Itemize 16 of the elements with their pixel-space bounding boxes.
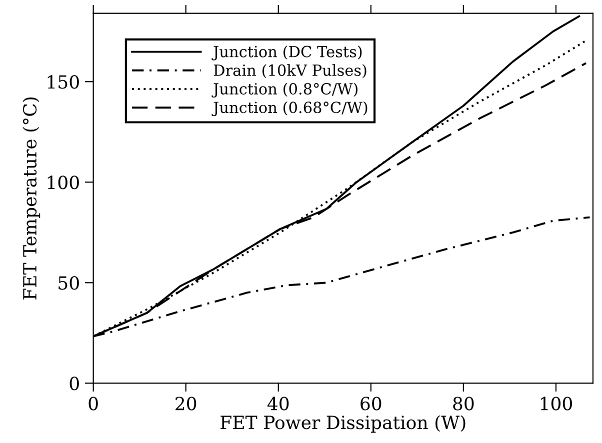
legend-label: Junction (0.68°C/W) xyxy=(212,101,368,116)
y-tick-label: 100 xyxy=(48,176,79,190)
x-tick-label: 60 xyxy=(360,396,382,410)
y-tick-label: 150 xyxy=(48,75,79,89)
x-tick-label: 80 xyxy=(453,396,474,410)
x-tick-label: 0 xyxy=(88,396,98,410)
legend-label: Junction (0.8°C/W) xyxy=(212,82,358,98)
y-tick-label: 0 xyxy=(70,376,79,390)
x-tick-label: 100 xyxy=(540,396,572,410)
x-axis-title: FET Power Dissipation (W) xyxy=(220,415,466,433)
legend-label: Drain (10kV Pulses) xyxy=(214,64,366,78)
y-axis-title: FET Temperature (°C) xyxy=(22,97,40,300)
y-tick-label: 50 xyxy=(58,276,79,290)
x-tick-label: 20 xyxy=(176,396,196,410)
legend-label: Junction (DC Tests) xyxy=(212,46,362,60)
x-tick-label: 40 xyxy=(267,396,289,410)
